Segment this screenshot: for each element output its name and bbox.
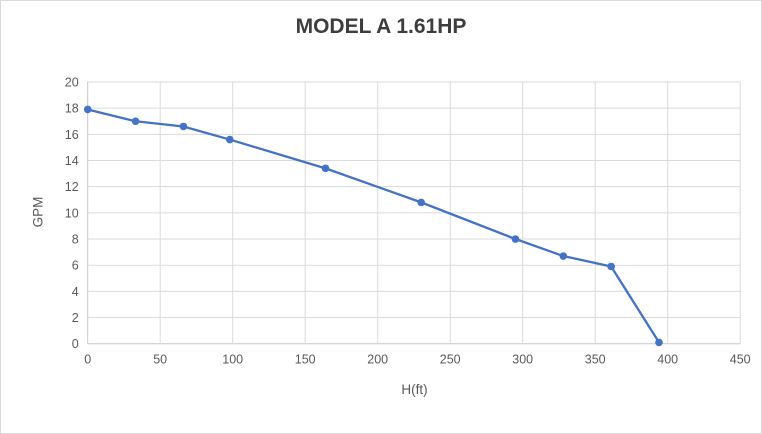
y-tick-label: 10 (65, 206, 79, 220)
series-line (86, 108, 661, 344)
data-point-marker (417, 198, 426, 207)
y-tick-label: 20 (65, 76, 79, 90)
data-point-marker (655, 338, 663, 347)
y-tick-label: 14 (65, 154, 79, 168)
x-tick-label: 200 (367, 353, 388, 367)
y-tick-label: 18 (65, 102, 79, 116)
y-tick-label: 8 (72, 233, 79, 247)
x-tick-label: 0 (84, 353, 91, 367)
y-tick-label: 4 (72, 285, 79, 299)
y-tick-label: 2 (72, 311, 79, 325)
x-tick-label: 450 (730, 353, 751, 367)
x-tick-label: 400 (657, 353, 678, 367)
data-point-marker (83, 105, 92, 114)
chart-title: MODEL A 1.61HP (295, 15, 467, 38)
y-tick-label: 0 (72, 337, 79, 351)
y-tick-label: 12 (65, 180, 79, 194)
data-point-marker (559, 252, 568, 260)
x-tick-label: 100 (222, 353, 243, 367)
data-point-marker (131, 117, 140, 126)
data-point-marker (511, 235, 520, 243)
x-tick-label: 350 (585, 353, 606, 367)
data-point-marker (226, 135, 234, 144)
data-point-marker (321, 164, 330, 173)
x-tick-label: 300 (512, 353, 533, 367)
data-point-marker (179, 122, 188, 131)
data-point-marker (607, 262, 615, 271)
x-axis-title: H(ft) (401, 382, 428, 397)
x-tick-label: 150 (295, 353, 316, 367)
x-tick-label: 50 (153, 353, 167, 367)
y-tick-label: 16 (65, 128, 79, 142)
x-tick-label: 250 (440, 353, 461, 367)
y-tick-label: 6 (72, 259, 79, 273)
